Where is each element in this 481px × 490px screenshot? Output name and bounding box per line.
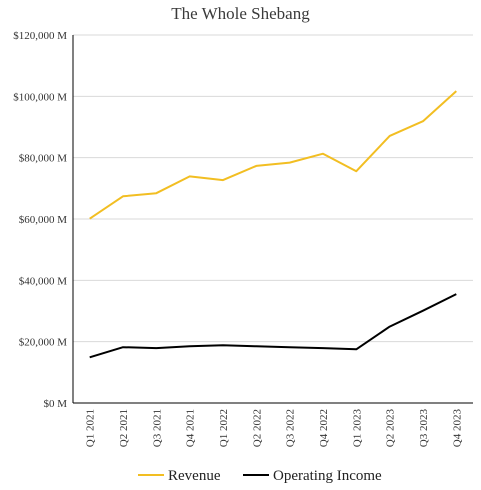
y-tick-label: $100,000 M	[13, 91, 67, 103]
y-tick-label: $0 M	[43, 398, 67, 410]
x-tick-label: Q4 2023	[451, 409, 463, 448]
y-tick-label: $80,000 M	[19, 153, 68, 165]
legend-label: Revenue	[168, 468, 221, 484]
series-line-revenue	[89, 90, 457, 220]
x-tick-label: Q3 2021	[151, 409, 163, 447]
x-tick-label: Q3 2023	[418, 409, 430, 448]
y-tick-label: $40,000 M	[19, 275, 68, 287]
x-tick-label: Q2 2022	[251, 409, 263, 447]
x-tick-label: Q4 2021	[185, 409, 197, 447]
x-tick-label: Q2 2021	[118, 409, 130, 447]
chart-title: The Whole Shebang	[171, 4, 310, 23]
series-line-operating-income	[89, 293, 457, 359]
x-tick-label: Q1 2022	[218, 409, 230, 447]
x-tick-label: Q4 2022	[318, 409, 330, 447]
y-tick-label: $120,000 M	[13, 30, 67, 42]
y-tick-label: $60,000 M	[19, 214, 68, 226]
x-tick-label: Q1 2023	[351, 409, 363, 448]
x-tick-label: Q2 2023	[385, 409, 397, 448]
x-tick-label: Q3 2022	[285, 409, 297, 447]
y-tick-label: $20,000 M	[19, 337, 68, 349]
legend-label: Operating Income	[273, 468, 382, 484]
x-tick-label: Q1 2021	[85, 409, 97, 447]
